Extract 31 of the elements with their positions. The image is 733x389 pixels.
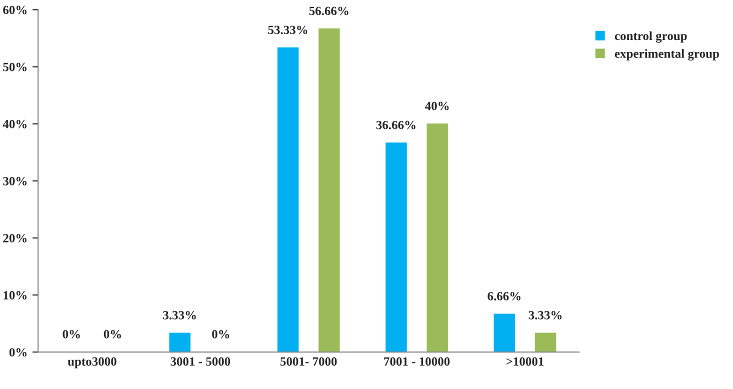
x-tick-label: 7001 - 10000 — [384, 357, 450, 366]
bar — [426, 123, 448, 352]
data-label: 3.33% — [528, 310, 562, 320]
y-tick-label: 30% — [3, 176, 27, 186]
data-label: 56.66% — [309, 6, 348, 16]
data-label: 6.66% — [488, 292, 520, 300]
bar — [169, 332, 190, 352]
data-label: 36.66% — [376, 120, 416, 130]
bar — [386, 142, 407, 352]
x-tick-label: 3001 - 5000 — [170, 357, 230, 366]
data-label: 53.33% — [268, 26, 308, 34]
y-tick-label: 40% — [2, 120, 27, 128]
y-tick-label: 20% — [3, 234, 27, 242]
data-label: 3.33% — [163, 310, 196, 320]
y-tick-label: 60% — [3, 6, 27, 14]
data-label: 0% — [62, 330, 80, 338]
data-label: 0% — [212, 330, 230, 338]
data-label: 40% — [425, 102, 449, 110]
data-label: 0% — [104, 330, 121, 338]
bar — [494, 314, 516, 352]
bar — [318, 28, 340, 352]
legend-label: experimental group — [614, 49, 719, 61]
bar — [534, 332, 556, 352]
bar — [277, 47, 299, 352]
x-tick-label: >10001 — [506, 357, 544, 366]
y-tick-label: 50% — [3, 62, 27, 72]
x-tick-label: upto3000 — [68, 357, 116, 368]
x-tick-label: 5001- 7000 — [280, 357, 337, 366]
y-tick-label: 10% — [4, 291, 27, 300]
legend-label: control group — [614, 31, 687, 43]
y-tick-label: 0% — [9, 348, 27, 357]
